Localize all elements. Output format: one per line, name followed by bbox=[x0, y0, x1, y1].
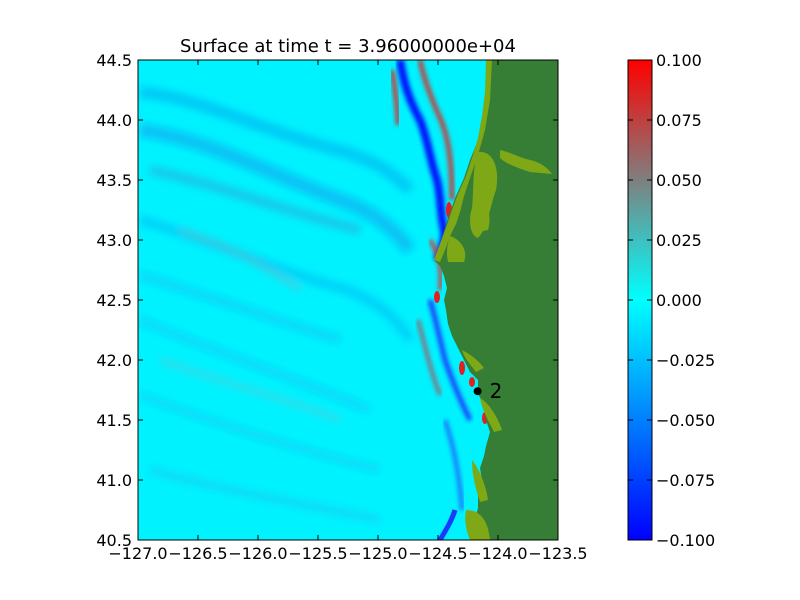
x-tick-label: −126.5 bbox=[168, 544, 227, 563]
y-tick-label: 43.5 bbox=[96, 171, 132, 190]
y-tick-label: 42.5 bbox=[96, 291, 132, 310]
colorbar-tick-label: −0.050 bbox=[656, 411, 715, 430]
colorbar-tick-label: −0.025 bbox=[656, 351, 715, 370]
y-tick-label: 40.5 bbox=[96, 531, 132, 550]
y-tick-label: 43.0 bbox=[96, 231, 132, 250]
x-tick-label: −126.0 bbox=[228, 544, 287, 563]
x-tick-label: −125.0 bbox=[348, 544, 407, 563]
colorbar-tick-label: 0.025 bbox=[656, 231, 702, 250]
wave-bands bbox=[138, 86, 416, 524]
x-tick-label: −123.5 bbox=[528, 544, 587, 563]
colorbar-tick-label: 0.075 bbox=[656, 111, 702, 130]
x-tick-label: −124.0 bbox=[468, 544, 527, 563]
gauge-marker bbox=[473, 387, 482, 396]
surface-plot: 2 −127.0 −126.5 −126.0 −125.5 −125.0 −124.5 −1… bbox=[96, 36, 587, 563]
colorbar-tick-label: 0.100 bbox=[656, 51, 702, 70]
colorbar-tick-label: 0.050 bbox=[656, 171, 702, 190]
colorbar-tick-label: −0.100 bbox=[656, 531, 715, 550]
x-tick-label: −125.5 bbox=[288, 544, 347, 563]
colorbar-tick-label: −0.075 bbox=[656, 471, 715, 490]
y-tick-label: 44.0 bbox=[96, 111, 132, 130]
gauge-label: 2 bbox=[490, 379, 503, 403]
y-tick-label: 44.5 bbox=[96, 51, 132, 70]
colorbar-tick-label: 0.000 bbox=[656, 291, 702, 310]
chart-title: Surface at time t = 3.96000000e+04 bbox=[180, 36, 516, 57]
x-tick-label: −127.0 bbox=[108, 544, 167, 563]
y-tick-label: 42.0 bbox=[96, 351, 132, 370]
coastal-lowland bbox=[434, 60, 552, 540]
y-tick-label: 41.0 bbox=[96, 471, 132, 490]
colorbar: 0.100 0.075 0.050 0.025 0.000 −0.025 −0.050 −0.… bbox=[627, 51, 715, 550]
x-axis: −127.0 −126.5 −126.0 −125.5 −125.0 −124.5 −124… bbox=[108, 60, 588, 563]
y-tick-label: 41.5 bbox=[96, 411, 132, 430]
y-axis: 40.5 41.0 41.5 42.0 42.5 43.0 43.5 44.0 44.5 bbox=[96, 51, 558, 550]
x-tick-label: −124.5 bbox=[408, 544, 467, 563]
colorbar-ticks: 0.100 0.075 0.050 0.025 0.000 −0.025 −0.050 −0.… bbox=[628, 51, 715, 550]
